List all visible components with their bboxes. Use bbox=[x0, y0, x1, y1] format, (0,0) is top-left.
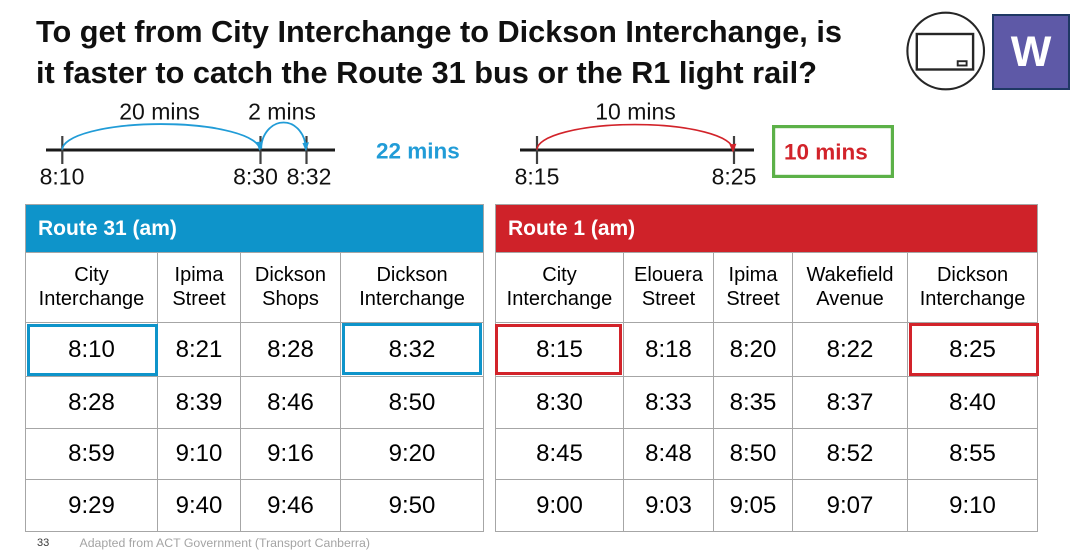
svg-text:8:10: 8:10 bbox=[40, 163, 85, 189]
svg-text:8:30: 8:30 bbox=[233, 163, 278, 189]
svg-text:8:15: 8:15 bbox=[515, 163, 560, 189]
svg-text:20 mins: 20 mins bbox=[119, 99, 200, 125]
svg-text:8:32: 8:32 bbox=[287, 163, 332, 189]
svg-text:22 mins: 22 mins bbox=[376, 139, 460, 164]
svg-text:2 mins: 2 mins bbox=[248, 99, 316, 125]
svg-text:8:25: 8:25 bbox=[712, 163, 757, 189]
svg-text:10 mins: 10 mins bbox=[784, 140, 868, 165]
svg-text:10 mins: 10 mins bbox=[595, 99, 676, 125]
